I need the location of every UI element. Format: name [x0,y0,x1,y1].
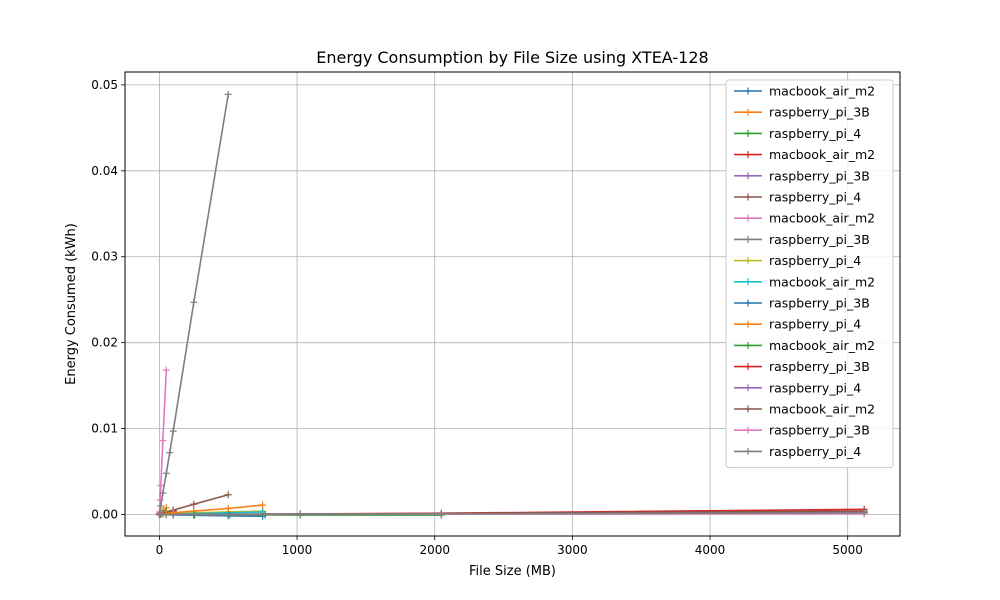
data-point [190,500,198,508]
y-tick-label: 0.02 [91,336,118,350]
x-tick-label: 1000 [282,543,313,557]
data-point [157,481,165,489]
legend-label: macbook_air_m2 [769,147,875,162]
legend-box [725,79,894,469]
y-tick-label: 0.04 [91,164,118,178]
y-tick-label: 0.01 [91,422,118,436]
data-point [162,510,170,518]
legend-item: macbook_air_m2 [734,338,875,353]
x-tick-label: 5000 [832,543,863,557]
legend-item: macbook_air_m2 [734,402,875,417]
legend-label: macbook_air_m2 [769,211,875,226]
data-point [437,510,445,518]
x-tick-label: 0 [156,543,164,557]
plot-area [156,90,868,520]
legend: macbook_air_m2 raspberry_pi_3B raspberry_p… [725,79,894,469]
x-tick-label: 2000 [419,543,450,557]
chart-title: Energy Consumption by File Size using XT… [316,48,708,67]
data-point [159,489,167,497]
y-tick-label: 0.03 [91,250,118,264]
x-tick-label: 4000 [695,543,726,557]
y-tick-label: 0.00 [91,508,118,522]
series-8 [156,90,232,518]
data-point [157,502,165,510]
legend-label: raspberry_pi_4 [769,380,861,395]
y-tick-label: 0.05 [91,78,118,92]
data-point [156,511,164,519]
legend-label: raspberry_pi_3B [769,359,870,374]
legend-item: raspberry_pi_4 [734,317,861,332]
legend-item: raspberry_pi_4 [734,126,861,141]
legend-item: raspberry_pi_3B [734,105,870,120]
data-point [224,90,232,98]
data-point [169,427,177,435]
plot-frame [124,71,901,537]
legend-item: macbook_air_m2 [734,147,875,162]
legend-item: raspberry_pi_4 [734,380,861,395]
legend-label: macbook_air_m2 [769,84,875,99]
data-point [190,298,198,306]
data-point [162,469,170,477]
data-point [860,509,868,517]
data-point [190,507,198,515]
legend-item: macbook_air_m2 [734,211,875,226]
legend-label: macbook_air_m2 [769,274,875,289]
legend-item: macbook_air_m2 [734,274,875,289]
legend-item: raspberry_pi_3B [734,232,870,247]
legend-item: raspberry_pi_3B [734,423,870,438]
legend-label: raspberry_pi_4 [769,444,861,459]
data-point [159,437,167,445]
data-point [224,505,232,513]
x-axis-label: File Size (MB) [469,564,556,579]
series-line [159,511,865,516]
legend-item: raspberry_pi_4 [734,444,861,459]
data-point [296,510,304,518]
legend-label: raspberry_pi_4 [769,190,861,205]
legend-label: raspberry_pi_4 [769,126,861,141]
legend-item: raspberry_pi_3B [734,359,870,374]
legend-item: macbook_air_m2 [734,84,875,99]
ticks: 0 1000 2000 3000 4000 5000 0.00 0.01 0.02 0.03 0.0… [91,78,863,557]
series-18 [156,509,868,519]
legend-label: raspberry_pi_3B [769,105,870,120]
legend-label: raspberry_pi_3B [769,423,870,438]
legend-item: raspberry_pi_3B [734,168,870,183]
y-axis-label: Energy Consumed (kWh) [64,223,79,385]
legend-item: raspberry_pi_4 [734,253,861,268]
x-tick-label: 3000 [557,543,588,557]
legend-label: macbook_air_m2 [769,338,875,353]
data-point [166,449,174,457]
legend-label: raspberry_pi_4 [769,253,861,268]
legend-label: raspberry_pi_3B [769,232,870,247]
legend-label: raspberry_pi_3B [769,296,870,311]
legend-label: raspberry_pi_3B [769,168,870,183]
data-point [224,491,232,499]
legend-item: raspberry_pi_4 [734,190,861,205]
legend-label: macbook_air_m2 [769,402,875,417]
legend-label: raspberry_pi_4 [769,317,861,332]
data-point [259,501,267,509]
data-point [162,366,170,374]
legend-item: raspberry_pi_3B [734,296,870,311]
